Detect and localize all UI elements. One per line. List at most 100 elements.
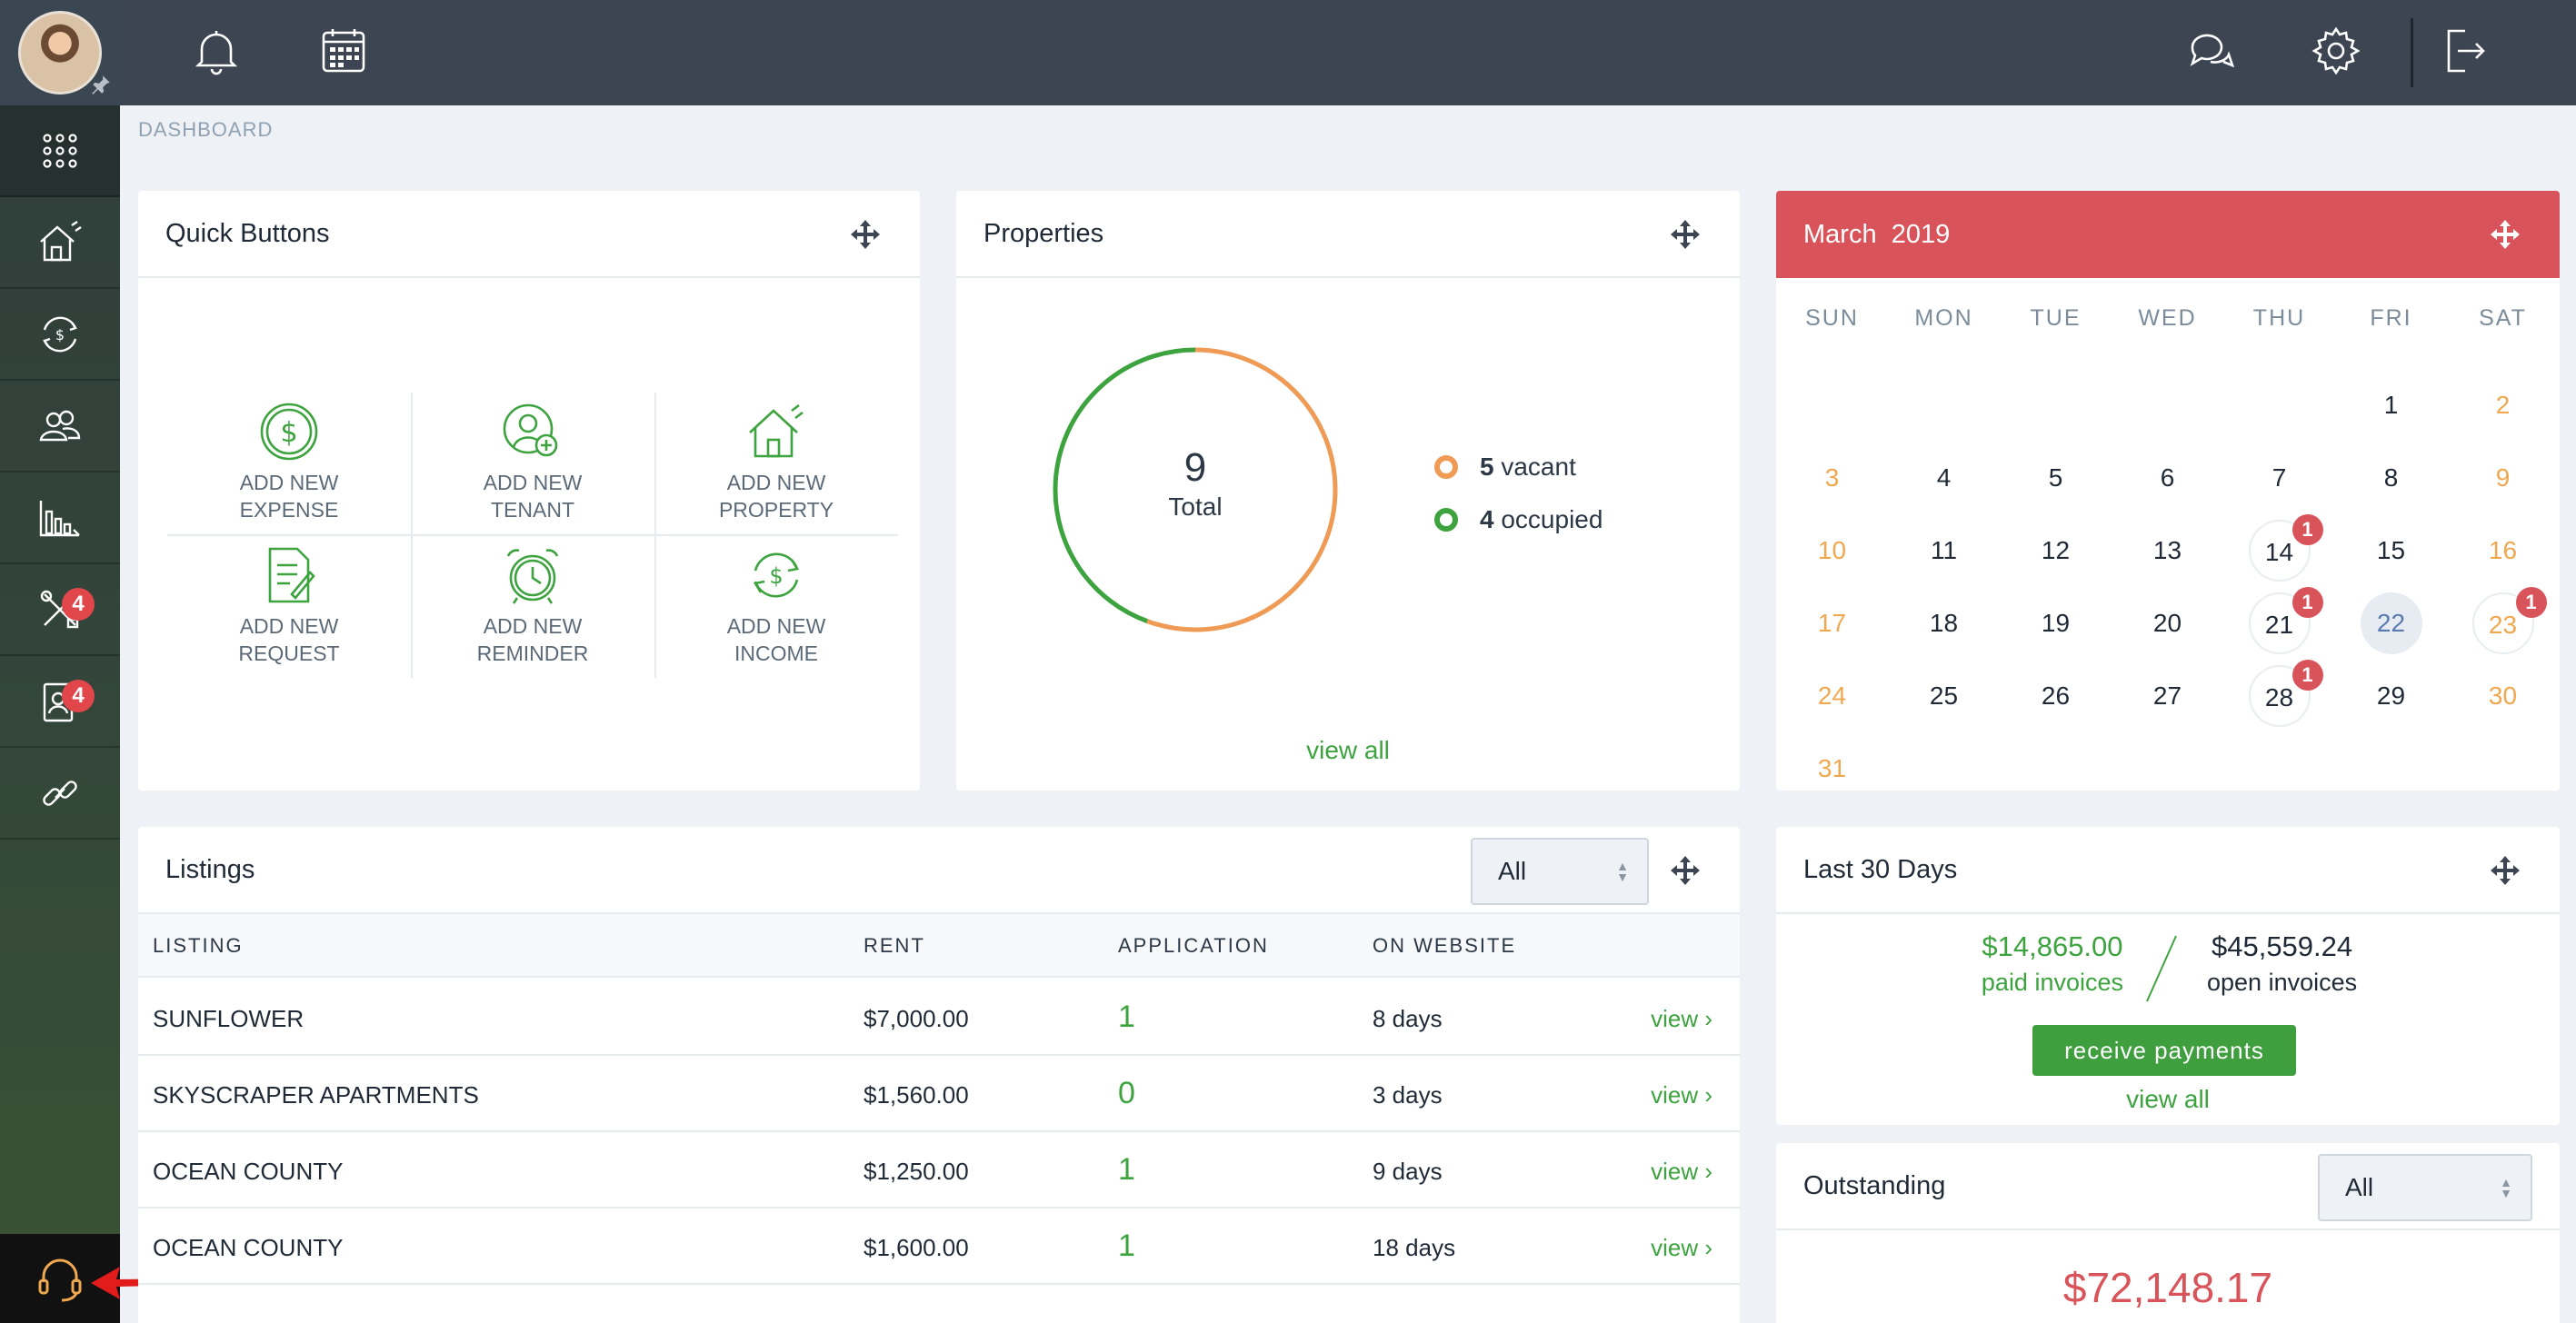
calendar-day[interactable]: 24 bbox=[1817, 681, 1847, 710]
move-icon[interactable] bbox=[1669, 854, 1702, 887]
calendar-day[interactable]: 27 bbox=[2152, 681, 2182, 710]
calendar-event-day[interactable]: 14 1 bbox=[2248, 514, 2323, 582]
sidebar-item-properties[interactable] bbox=[0, 197, 120, 289]
last-30-view-all-link[interactable]: view all bbox=[2126, 1085, 2210, 1113]
calendar-day[interactable]: 22 bbox=[2335, 592, 2447, 654]
calendar-day[interactable]: 26 bbox=[2041, 681, 2071, 710]
calendar-day[interactable]: 23 1 bbox=[2447, 587, 2559, 654]
outstanding-filter-select[interactable]: All ▲ ▼ bbox=[2318, 1154, 2532, 1221]
view-link[interactable]: view › bbox=[1651, 1158, 1712, 1185]
pin-icon[interactable] bbox=[89, 73, 113, 96]
calendar-day[interactable]: 21 1 bbox=[2223, 587, 2335, 654]
col-listing[interactable]: LISTING bbox=[153, 934, 244, 957]
calendar-day[interactable]: 17 bbox=[1817, 609, 1847, 637]
bell-icon[interactable] bbox=[189, 24, 244, 78]
move-icon[interactable] bbox=[2489, 218, 2521, 251]
move-icon[interactable] bbox=[2489, 854, 2521, 887]
calendar-day[interactable]: 19 bbox=[2041, 609, 2071, 637]
listings-header: Listings All ▲ ▼ bbox=[138, 827, 1740, 914]
calendar-day[interactable]: 16 bbox=[2488, 536, 2518, 564]
col-on-website[interactable]: ON WEBSITE bbox=[1373, 934, 1517, 957]
listings-filter-select[interactable]: All ▲ ▼ bbox=[1471, 838, 1649, 905]
sidebar-item-reports[interactable] bbox=[0, 472, 120, 564]
calendar-day[interactable]: 31 bbox=[1817, 754, 1847, 782]
view-link[interactable]: view › bbox=[1651, 1234, 1712, 1261]
table-row[interactable]: OCEAN COUNTY $1,600.00 1 18 days view › bbox=[138, 1209, 1740, 1285]
add-new-request-button[interactable]: ADD NEW REQUEST bbox=[167, 543, 411, 686]
sidebar-item-accounting[interactable]: $ bbox=[0, 289, 120, 381]
calendar-day[interactable]: 4 bbox=[1936, 463, 1952, 492]
sidebar-item-apps[interactable] bbox=[0, 105, 120, 197]
calendar-day[interactable]: 7 bbox=[2271, 463, 2287, 492]
add-new-reminder-button[interactable]: ADD NEW REMINDER bbox=[411, 543, 654, 686]
last-30-days-card: Last 30 Days $14,865.00 paid invoices $4… bbox=[1776, 827, 2560, 1125]
table-row[interactable]: OCEAN COUNTY $1,250.00 1 9 days view › bbox=[138, 1132, 1740, 1209]
svg-text:$: $ bbox=[280, 417, 297, 449]
calendar-day[interactable]: 5 bbox=[2048, 463, 2063, 492]
calendar-dow-wed: WED bbox=[2138, 305, 2197, 331]
calendar-day[interactable]: 13 bbox=[2152, 536, 2182, 564]
calendar-day[interactable]: 12 bbox=[2041, 536, 2071, 564]
add-new-expense-button[interactable]: $ ADD NEW EXPENSE bbox=[167, 400, 411, 542]
calendar-day[interactable]: 3 bbox=[1824, 463, 1840, 492]
application-cell: 1 bbox=[1118, 1152, 1135, 1187]
sidebar-item-maintenance[interactable]: 4 bbox=[0, 564, 120, 656]
move-icon[interactable] bbox=[849, 218, 882, 251]
col-rent[interactable]: RENT bbox=[864, 934, 925, 957]
receive-payments-button[interactable]: receive payments bbox=[2032, 1025, 2296, 1076]
application-cell: 0 bbox=[1118, 1076, 1135, 1110]
add-new-property-button[interactable]: ADD NEW PROPERTY bbox=[654, 400, 898, 542]
sidebar-item-links[interactable] bbox=[0, 748, 120, 840]
calendar-day[interactable]: 10 bbox=[1817, 536, 1847, 564]
gear-icon[interactable] bbox=[2309, 24, 2363, 78]
calendar-day[interactable]: 8 bbox=[2383, 463, 2399, 492]
breadcrumb[interactable]: DASHBOARD bbox=[138, 118, 274, 141]
chat-icon[interactable] bbox=[2183, 24, 2238, 78]
calendar-day[interactable]: 9 bbox=[2495, 463, 2511, 492]
quick-buttons-card: Quick Buttons $ ADD NEW EXPENSE ADD NEW … bbox=[138, 191, 920, 791]
accounting-icon: $ bbox=[43, 316, 77, 352]
table-row[interactable]: SUNFLOWER $7,000.00 1 8 days view › bbox=[138, 980, 1740, 1056]
view-link[interactable]: view › bbox=[1651, 1081, 1712, 1109]
calendar-event-day[interactable]: 28 1 bbox=[2248, 660, 2323, 727]
calendar-day[interactable]: 15 bbox=[2376, 536, 2406, 564]
calendar-day[interactable]: 25 bbox=[1929, 681, 1959, 710]
link-icon bbox=[43, 780, 77, 806]
add-new-income-button[interactable]: $ ADD NEW INCOME bbox=[654, 543, 898, 686]
calendar-day[interactable]: 1 bbox=[2383, 391, 2399, 419]
move-icon[interactable] bbox=[1669, 218, 1702, 251]
open-invoices[interactable]: $45,559.24 open invoices bbox=[2207, 930, 2357, 997]
occupancy-donut-chart bbox=[1053, 347, 1338, 632]
calendar-day[interactable]: 28 1 bbox=[2223, 660, 2335, 727]
calendar-day[interactable]: 2 bbox=[2495, 391, 2511, 419]
application-cell: 1 bbox=[1118, 1228, 1135, 1263]
calendar-day[interactable]: 18 bbox=[1929, 609, 1959, 637]
leasing-badge: 4 bbox=[62, 680, 95, 712]
calendar-today[interactable]: 22 bbox=[2360, 592, 2422, 654]
logout-icon[interactable] bbox=[2438, 24, 2492, 78]
quick-buttons-grid: $ ADD NEW EXPENSE ADD NEW TENANT ADD NEW… bbox=[167, 393, 898, 678]
calendar-day[interactable]: 11 bbox=[1930, 536, 1958, 564]
add-new-tenant-button[interactable]: ADD NEW TENANT bbox=[411, 400, 654, 542]
calendar-event-day[interactable]: 21 1 bbox=[2248, 587, 2323, 654]
calendar-event-day[interactable]: 23 1 bbox=[2471, 587, 2547, 654]
listing-cell: SUNFLOWER bbox=[153, 1005, 305, 1032]
sidebar-item-leasing[interactable]: 4 bbox=[0, 656, 120, 748]
calendar-day[interactable]: 30 bbox=[2488, 681, 2518, 710]
col-application[interactable]: APPLICATION bbox=[1118, 934, 1269, 957]
sidebar-item-people[interactable] bbox=[0, 381, 120, 472]
properties-view-all-link[interactable]: view all bbox=[1306, 736, 1390, 764]
calendar-day[interactable]: 20 bbox=[2152, 609, 2182, 637]
calendar-day[interactable]: 29 bbox=[2376, 681, 2406, 710]
avatar[interactable] bbox=[18, 11, 102, 94]
card-title: Outstanding bbox=[1803, 1170, 1946, 1200]
vacant-label: vacant bbox=[1501, 453, 1576, 481]
calendar-icon[interactable] bbox=[316, 24, 371, 78]
vacant-dot bbox=[1434, 455, 1458, 479]
svg-text:$: $ bbox=[55, 326, 65, 343]
view-link[interactable]: view › bbox=[1651, 1005, 1712, 1032]
calendar-day[interactable]: 6 bbox=[2160, 463, 2175, 492]
table-row[interactable]: SKYSCRAPER APARTMENTS $1,560.00 0 3 days vie… bbox=[138, 1056, 1740, 1132]
calendar-day[interactable]: 14 1 bbox=[2223, 514, 2335, 582]
paid-invoices[interactable]: $14,865.00 paid invoices bbox=[1982, 930, 2123, 997]
